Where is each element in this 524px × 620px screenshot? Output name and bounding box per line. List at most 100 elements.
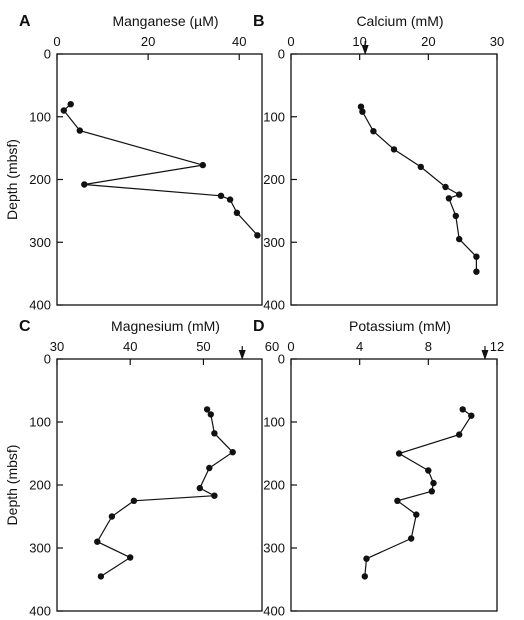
- panel-label: B: [253, 13, 265, 30]
- y-tick-label: 100: [29, 109, 51, 124]
- data-point: [452, 212, 459, 220]
- seawater-marker-arrow: [481, 350, 489, 360]
- data-point: [211, 492, 218, 499]
- data-point: [97, 573, 105, 580]
- panel-title: Potassium (mM): [349, 318, 451, 334]
- data-point: [127, 554, 134, 561]
- data-point: [417, 163, 424, 171]
- data-point: [196, 484, 203, 492]
- plot-frame: [290, 53, 498, 306]
- y-tick-label: 400: [29, 604, 51, 619]
- panel-title: Calcium (mM): [356, 13, 443, 29]
- y-tick-label: 300: [263, 235, 285, 250]
- data-point: [456, 235, 463, 243]
- y-tick-label: 400: [29, 298, 51, 313]
- data-point: [430, 479, 437, 487]
- x-tick-label: 20: [141, 34, 155, 49]
- data-point: [94, 538, 101, 545]
- x-tick-label: 40: [123, 339, 137, 354]
- data-point: [428, 488, 435, 495]
- data-point: [217, 192, 225, 199]
- panel-title: Magnesium (mM): [111, 318, 220, 334]
- data-point: [359, 108, 366, 115]
- data-point: [363, 555, 370, 562]
- panel-title: Manganese (µM): [112, 13, 218, 29]
- data-point: [207, 411, 214, 418]
- y-tick-label: 0: [278, 47, 285, 62]
- data-point: [226, 196, 234, 203]
- y-tick-label: 100: [29, 415, 51, 430]
- series-line: [360, 106, 477, 272]
- x-tick-label: 4: [356, 339, 363, 354]
- data-point: [229, 449, 236, 456]
- panel-label: C: [19, 318, 31, 335]
- series-line: [96, 409, 234, 577]
- y-tick-label: 0: [44, 352, 51, 367]
- x-tick-label: 60: [265, 339, 279, 354]
- series-line: [62, 103, 258, 236]
- data-point: [395, 450, 403, 457]
- data-point: [408, 535, 415, 542]
- data-point: [473, 253, 480, 260]
- plot-frame: [56, 358, 263, 612]
- panel-c: C Magnesium (mM) 30 40 50 60 0 100 200 300 400 Dept…: [4, 318, 279, 619]
- data-point: [413, 511, 420, 518]
- data-point: [357, 103, 365, 110]
- y-tick-label: 200: [263, 478, 285, 493]
- data-point: [456, 191, 463, 198]
- seawater-marker-arrow: [238, 350, 246, 360]
- y-axis-label: Depth (mbsf): [4, 445, 20, 526]
- data-point: [394, 497, 401, 504]
- data-point: [390, 146, 398, 153]
- data-point: [67, 101, 74, 108]
- data-point: [206, 464, 213, 472]
- y-axis-label: Depth (mbsf): [4, 139, 20, 220]
- data-point: [203, 406, 211, 413]
- data-point: [199, 161, 206, 169]
- y-tick-label: 300: [29, 235, 51, 250]
- y-tick-label: 300: [29, 541, 51, 556]
- data-point: [445, 195, 453, 202]
- data-point: [254, 232, 261, 239]
- y-tick-label: 0: [278, 352, 285, 367]
- data-point: [361, 573, 368, 580]
- x-tick-label: 0: [287, 34, 294, 49]
- x-tick-label: 40: [232, 34, 246, 49]
- data-point: [60, 107, 67, 114]
- x-tick-label: 50: [196, 339, 210, 354]
- data-point: [233, 209, 241, 216]
- data-point: [459, 406, 466, 413]
- x-tick-label: 0: [53, 34, 60, 49]
- panel-d: D Potassium (mM) 0 4 8 12 0 100 200 300 400: [253, 318, 504, 619]
- series-line: [364, 408, 473, 577]
- plot-frame: [290, 358, 498, 612]
- x-tick-label: 8: [425, 339, 432, 354]
- data-point: [468, 412, 475, 419]
- y-tick-label: 200: [29, 172, 51, 187]
- data-point: [211, 430, 218, 437]
- data-point: [370, 128, 377, 135]
- data-point: [473, 268, 480, 275]
- y-tick-label: 100: [263, 109, 285, 124]
- data-point: [76, 127, 84, 134]
- x-tick-label: 12: [490, 339, 504, 354]
- data-point: [456, 431, 463, 438]
- panel-label: A: [19, 13, 31, 30]
- y-tick-label: 400: [263, 604, 285, 619]
- data-point: [425, 467, 432, 474]
- seawater-marker-arrow: [361, 45, 369, 55]
- x-tick-label: 30: [50, 339, 64, 354]
- data-point: [108, 513, 116, 520]
- y-tick-label: 0: [44, 47, 51, 62]
- plot-frame: [56, 53, 263, 306]
- x-tick-label: 20: [421, 34, 435, 49]
- y-tick-label: 200: [263, 172, 285, 187]
- data-point: [442, 183, 449, 191]
- y-tick-label: 100: [263, 415, 285, 430]
- x-tick-label: 30: [490, 34, 504, 49]
- panel-label: D: [253, 318, 265, 335]
- x-tick-label: 0: [287, 339, 294, 354]
